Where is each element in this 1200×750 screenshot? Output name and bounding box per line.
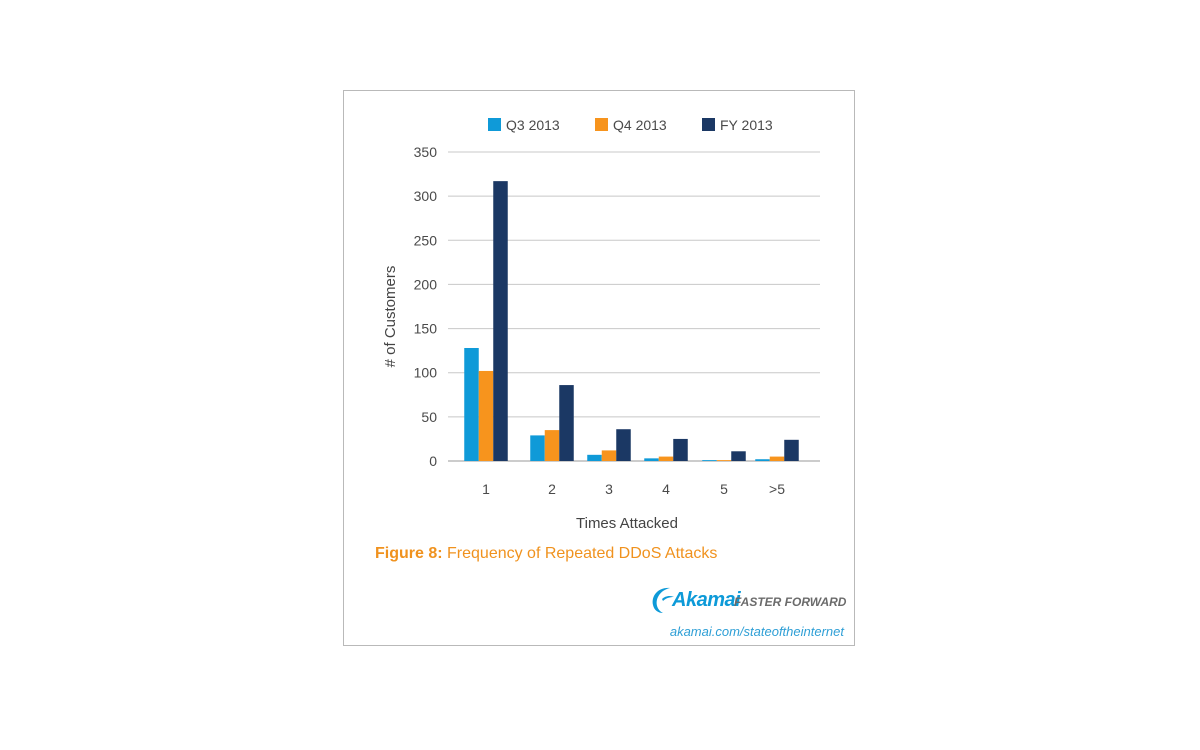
y-tick-label: 100 (414, 365, 438, 381)
figure-caption: Figure 8: Frequency of Repeated DDoS Att… (375, 545, 717, 563)
bar (559, 385, 574, 461)
y-tick-label: 150 (414, 321, 438, 337)
x-axis-title: Times Attacked (576, 515, 678, 531)
y-axis-title: # of Customers (382, 266, 399, 368)
legend-label: Q3 2013 (506, 117, 560, 133)
akamai-logo: Akamai FASTER FORWARD (648, 585, 848, 615)
y-tick-label: 50 (421, 409, 437, 425)
x-tick-label: 3 (605, 481, 613, 497)
bar (544, 430, 560, 461)
bar (673, 438, 688, 461)
footer-url[interactable]: akamai.com/stateoftheinternet (669, 624, 844, 639)
bar-chart: 0 50 100 150 200 250 300 350 1 2 3 4 5 >5 Times Attack… (382, 117, 820, 531)
bar (530, 435, 545, 461)
bar (493, 181, 508, 461)
y-tick-label: 0 (429, 453, 437, 469)
x-tick-label: 1 (482, 481, 490, 497)
legend-swatch (488, 118, 501, 131)
bar (601, 450, 617, 461)
bar (731, 451, 746, 461)
bar (644, 458, 659, 461)
bar (769, 456, 785, 461)
figure-frame: 0 50 100 150 200 250 300 350 1 2 3 4 5 >5 Times Attack… (343, 90, 855, 646)
legend-label: Q4 2013 (613, 117, 667, 133)
x-tick-label: 4 (662, 481, 670, 497)
figure-title: Frequency of Repeated DDoS Attacks (447, 545, 718, 562)
x-tick-label: 2 (548, 481, 556, 497)
bar (702, 460, 717, 461)
bar (784, 439, 799, 461)
akamai-swoosh-icon (652, 587, 674, 613)
bar (464, 347, 479, 461)
brand-name: Akamai (672, 589, 741, 611)
bar (616, 429, 631, 461)
y-tick-label: 200 (414, 276, 438, 292)
bar (587, 454, 602, 461)
bar (755, 459, 770, 461)
x-tick-label: >5 (769, 481, 785, 497)
y-tick-label: 250 (414, 232, 438, 248)
legend-swatch (702, 118, 715, 131)
y-tick-label: 350 (414, 144, 438, 160)
brand-tagline: FASTER FORWARD (734, 595, 847, 609)
legend-swatch (595, 118, 608, 131)
figure-number: Figure 8: (375, 545, 443, 562)
legend-label: FY 2013 (720, 117, 773, 133)
bar (478, 370, 494, 461)
bar (658, 456, 674, 461)
bar (716, 460, 732, 461)
y-tick-label: 300 (414, 188, 438, 204)
x-tick-label: 5 (720, 481, 728, 497)
